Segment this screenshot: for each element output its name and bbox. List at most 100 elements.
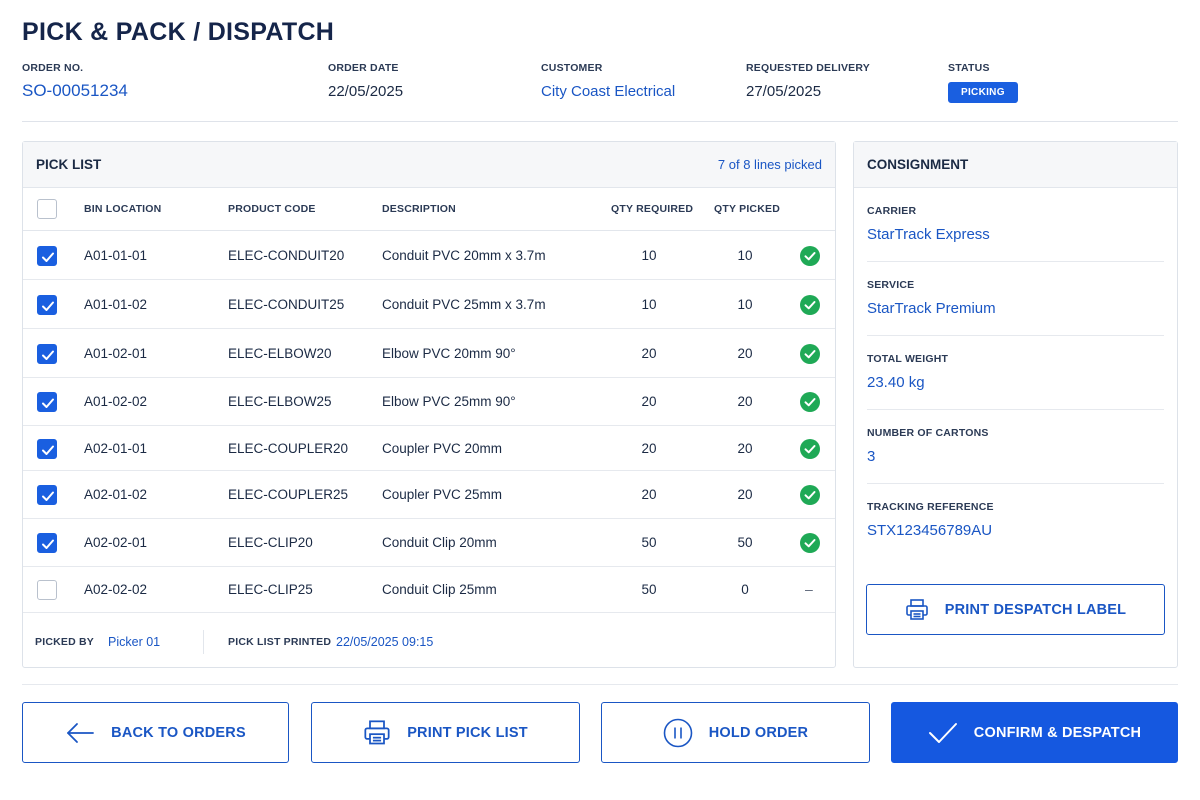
bin-location: A01-01-01 — [84, 248, 148, 263]
order-number-label: ORDER NO. — [22, 62, 84, 74]
table-row[interactable]: A02-01-02 ELEC-COUPLER25 Coupler PVC 25mm 2… — [23, 471, 835, 519]
col-bin-location: BIN LOCATION — [84, 203, 162, 215]
check-icon — [928, 721, 958, 745]
carrier-label: CARRIER — [867, 205, 917, 217]
order-date-group: ORDER DATE 22/05/2025 — [328, 62, 403, 100]
table-row[interactable]: A01-01-02 ELEC-CONDUIT25 Conduit PVC 25mm … — [23, 280, 835, 329]
cartons-label: NUMBER OF CARTONS — [867, 427, 989, 439]
back-to-orders-button[interactable]: BACK TO ORDERS — [22, 702, 289, 763]
divider — [867, 335, 1164, 336]
status-group: STATUS PICKING — [948, 62, 1018, 103]
col-qty-required: QTY REQUIRED — [611, 203, 694, 215]
customer-link[interactable]: City Coast Electrical — [541, 83, 676, 100]
row-checkbox[interactable] — [37, 485, 57, 505]
table-row[interactable]: A02-02-02 ELEC-CLIP25 Conduit Clip 25mm 50 0… — [23, 567, 835, 613]
tracking-field: TRACKING REFERENCE STX123456789AU — [867, 484, 1164, 558]
weight-label: TOTAL WEIGHT — [867, 353, 949, 365]
delivery-label: REQUESTED DELIVERY — [746, 62, 870, 74]
service-field: SERVICE StarTrack Premium — [867, 262, 1164, 336]
confirm-despatch-text: CONFIRM & DESPATCH — [973, 724, 1142, 741]
description: Elbow PVC 20mm 90° — [382, 346, 516, 361]
print-despatch-label-button[interactable]: PRINT DESPATCH LABEL — [866, 584, 1165, 635]
qty-required: 20 — [641, 394, 657, 409]
page-title: PICK & PACK / DISPATCH — [22, 18, 335, 46]
cartons-value[interactable]: 3 — [867, 448, 876, 465]
footer-divider — [203, 630, 204, 654]
table-row[interactable]: A02-02-01 ELEC-CLIP20 Conduit Clip 20mm 50 5… — [23, 519, 835, 567]
table-row[interactable]: A01-02-01 ELEC-ELBOW20 Elbow PVC 20mm 90° 2… — [23, 329, 835, 378]
bin-location: A01-02-02 — [84, 394, 148, 409]
table-row[interactable]: A02-01-01 ELEC-COUPLER20 Coupler PVC 20mm 2… — [23, 426, 835, 471]
qty-required: 20 — [641, 487, 657, 502]
description: Conduit Clip 20mm — [382, 535, 497, 550]
bin-location: A02-01-01 — [84, 441, 148, 456]
row-checkbox[interactable] — [37, 533, 57, 553]
bin-location: A02-01-02 — [84, 487, 148, 502]
weight-value[interactable]: 23.40 kg — [867, 374, 925, 391]
confirm-despatch-button[interactable]: CONFIRM & DESPATCH — [891, 702, 1178, 763]
qty-required: 20 — [641, 441, 657, 456]
divider — [867, 261, 1164, 262]
tracking-label: TRACKING REFERENCE — [867, 501, 994, 513]
consignment-panel: CONSIGNMENT CARRIER StarTrack Express SE… — [853, 141, 1178, 668]
bin-location: A02-02-01 — [84, 535, 148, 550]
qty-required: 20 — [641, 346, 657, 361]
divider — [867, 483, 1164, 484]
pick-list-footer: PICKED BY Picker 01 PICK LIST PRINTED 22… — [23, 617, 835, 667]
qty-picked: 50 — [737, 535, 753, 550]
product-code: ELEC-CLIP25 — [228, 582, 313, 597]
header-divider — [22, 121, 1178, 122]
col-product-code: PRODUCT CODE — [228, 203, 316, 215]
pause-circle-icon — [663, 718, 693, 748]
service-label: SERVICE — [867, 279, 915, 291]
print-despatch-label-text: PRINT DESPATCH LABEL — [944, 601, 1127, 618]
row-checkbox[interactable] — [37, 295, 57, 315]
delivery-date: 27/05/2025 — [746, 83, 822, 100]
qty-required: 50 — [641, 535, 657, 550]
row-checkbox[interactable] — [37, 246, 57, 266]
service-value[interactable]: StarTrack Premium — [867, 300, 996, 317]
qty-required: 10 — [641, 297, 657, 312]
table-row[interactable]: A01-01-01 ELEC-CONDUIT20 Conduit PVC 20mm … — [23, 231, 835, 280]
pick-list-panel: PICK LIST 7 of 8 lines picked BIN LOCATI… — [22, 141, 836, 668]
hold-order-text: HOLD ORDER — [708, 724, 809, 741]
carrier-value[interactable]: StarTrack Express — [867, 226, 990, 243]
customer-label: CUSTOMER — [541, 62, 603, 74]
table-row[interactable]: A01-02-02 ELEC-ELBOW25 Elbow PVC 25mm 90° 2… — [23, 378, 835, 426]
pick-list-title: PICK LIST — [36, 157, 102, 172]
row-checkbox[interactable] — [37, 392, 57, 412]
picked-by-label: PICKED BY — [35, 636, 94, 648]
hold-order-button[interactable]: HOLD ORDER — [601, 702, 870, 763]
divider — [867, 409, 1164, 410]
bin-location: A02-02-02 — [84, 582, 148, 597]
order-date: 22/05/2025 — [328, 83, 404, 100]
product-code: ELEC-COUPLER25 — [228, 487, 349, 502]
tracking-value[interactable]: STX123456789AU — [867, 522, 993, 539]
customer-group: CUSTOMER City Coast Electrical — [541, 62, 675, 100]
status-badge: PICKING — [948, 82, 1018, 103]
footer-divider-line — [22, 684, 1178, 685]
carrier-field: CARRIER StarTrack Express — [867, 188, 1164, 262]
row-checkbox[interactable] — [37, 439, 57, 459]
qty-picked: 20 — [737, 346, 753, 361]
select-all-checkbox[interactable] — [37, 199, 57, 219]
printed-value: 22/05/2025 09:15 — [336, 635, 434, 649]
pick-progress: 7 of 8 lines picked — [717, 157, 822, 172]
product-code: ELEC-CLIP20 — [228, 535, 313, 550]
qty-required: 50 — [641, 582, 657, 597]
order-number[interactable]: SO-00051234 — [22, 81, 128, 100]
product-code: ELEC-CONDUIT20 — [228, 248, 345, 263]
qty-picked: 10 — [737, 248, 753, 263]
row-checkbox[interactable] — [37, 580, 57, 600]
pending-dash: – — [805, 581, 813, 597]
weight-field: TOTAL WEIGHT 23.40 kg — [867, 336, 1164, 410]
row-checkbox[interactable] — [37, 344, 57, 364]
product-code: ELEC-CONDUIT25 — [228, 297, 345, 312]
bin-location: A01-02-01 — [84, 346, 148, 361]
order-date-label: ORDER DATE — [328, 62, 399, 74]
check-circle-icon — [800, 439, 820, 459]
qty-picked: 0 — [741, 582, 749, 597]
picked-by-value[interactable]: Picker 01 — [108, 635, 161, 649]
print-pick-list-text: PRINT PICK LIST — [407, 724, 528, 741]
print-pick-list-button[interactable]: PRINT PICK LIST — [311, 702, 580, 763]
